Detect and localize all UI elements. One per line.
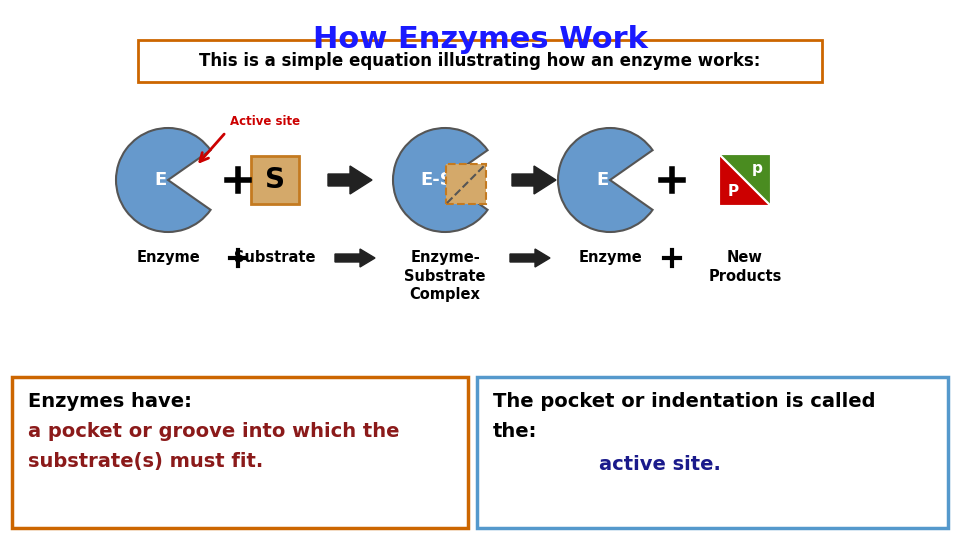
Text: Enzyme-
Substrate
Complex: Enzyme- Substrate Complex xyxy=(404,250,486,302)
Text: active site.: active site. xyxy=(599,455,721,474)
Text: How Enzymes Work: How Enzymes Work xyxy=(313,25,647,54)
FancyArrow shape xyxy=(328,166,372,194)
FancyArrow shape xyxy=(512,166,556,194)
Text: S: S xyxy=(265,166,285,194)
Text: New
Products: New Products xyxy=(708,250,781,284)
Text: The pocket or indentation is called: The pocket or indentation is called xyxy=(493,392,876,411)
Text: Substrate: Substrate xyxy=(234,250,316,265)
Text: P: P xyxy=(728,185,738,199)
Text: Enzyme: Enzyme xyxy=(136,250,200,265)
Text: p: p xyxy=(752,160,762,176)
Polygon shape xyxy=(719,154,771,206)
Text: Active site: Active site xyxy=(230,115,300,128)
FancyBboxPatch shape xyxy=(446,164,486,204)
Text: E: E xyxy=(154,171,166,189)
Text: the:: the: xyxy=(493,422,538,441)
FancyBboxPatch shape xyxy=(477,377,948,528)
FancyBboxPatch shape xyxy=(12,377,468,528)
FancyBboxPatch shape xyxy=(138,40,822,82)
Text: This is a simple equation illustrating how an enzyme works:: This is a simple equation illustrating h… xyxy=(200,52,760,70)
Wedge shape xyxy=(116,128,210,232)
Text: a pocket or groove into which the: a pocket or groove into which the xyxy=(28,422,399,441)
FancyBboxPatch shape xyxy=(251,156,299,204)
Text: substrate(s) must fit.: substrate(s) must fit. xyxy=(28,452,263,471)
Wedge shape xyxy=(558,128,653,232)
FancyArrow shape xyxy=(335,249,375,267)
FancyArrow shape xyxy=(510,249,550,267)
Text: Enzymes have:: Enzymes have: xyxy=(28,392,192,411)
Text: E: E xyxy=(596,171,609,189)
Text: Enzyme: Enzyme xyxy=(578,250,642,265)
Text: E-S: E-S xyxy=(420,171,453,189)
Wedge shape xyxy=(393,128,488,232)
Polygon shape xyxy=(719,154,771,206)
